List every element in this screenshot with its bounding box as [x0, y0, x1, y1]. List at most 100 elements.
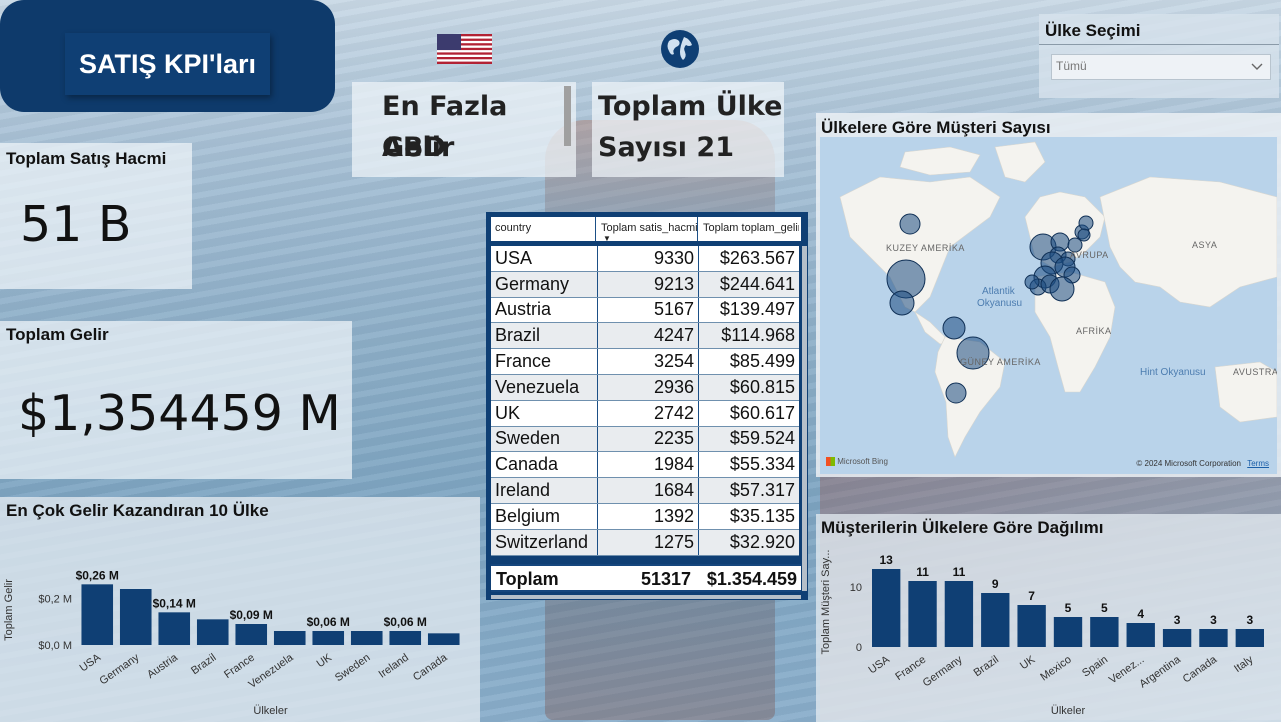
- sort-desc-icon: ▼: [603, 234, 611, 243]
- bar-venez[interactable]: [1126, 623, 1155, 647]
- table-row[interactable]: UK 2742 $60.617: [491, 400, 799, 427]
- data-label: $0,06 M: [307, 615, 350, 629]
- x-axis-title: Ülkeler: [253, 705, 288, 717]
- revenue-cell: $59.524: [698, 426, 799, 453]
- x-tick-label: UK: [315, 651, 335, 670]
- column-header-country[interactable]: country: [495, 222, 532, 234]
- map-bubble[interactable]: [1049, 276, 1075, 302]
- column-header-volume[interactable]: Toplam satis_hacmi: [601, 222, 698, 234]
- chevron-down-icon: [1250, 58, 1264, 72]
- bar-spain[interactable]: [1090, 617, 1119, 647]
- table-row[interactable]: Belgium 1392 $35.135: [491, 503, 799, 530]
- map-bubble[interactable]: [899, 213, 921, 235]
- country-table: country Toplam satis_hacmi ▼ Toplam topl…: [486, 212, 808, 600]
- bar-france[interactable]: [908, 581, 937, 647]
- bar-sweden[interactable]: [350, 631, 383, 645]
- table-row[interactable]: Canada 1984 $55.334: [491, 451, 799, 479]
- map-bubble[interactable]: [1024, 274, 1040, 290]
- page-title: SATIŞ KPI'ları: [65, 33, 270, 95]
- table-row[interactable]: Sweden 2235 $59.524: [491, 426, 799, 453]
- volume-cell: 1984: [597, 451, 699, 479]
- data-label: $0,06 M: [384, 615, 427, 629]
- bar-uk[interactable]: [1017, 605, 1046, 647]
- usa-flag-icon: [437, 34, 492, 64]
- revenue-cell: $60.815: [698, 374, 799, 401]
- kpi-revenue-label: Toplam Gelir: [6, 325, 109, 344]
- column-header-revenue[interactable]: Toplam toplam_gelir: [703, 222, 799, 234]
- table-row[interactable]: Austria 5167 $139.497: [491, 297, 799, 324]
- data-label: $0,14 M: [153, 596, 196, 610]
- x-tick-label: Ireland: [377, 652, 411, 681]
- kpi-revenue-card: Toplam Gelir $1,354459 M: [0, 321, 352, 479]
- bubble-map[interactable]: KUZEY AMERİKA AVRUPA ASYA Atlantik Okyan…: [820, 137, 1277, 474]
- volume-cell: 2742: [597, 400, 699, 427]
- country-cell: Ireland: [491, 477, 598, 504]
- bar-usa[interactable]: [872, 569, 901, 647]
- x-tick-label: UK: [1018, 653, 1038, 672]
- data-label: 3: [1174, 613, 1181, 627]
- bing-icon: [826, 457, 835, 467]
- country-filter-value: Tümü: [1056, 59, 1087, 73]
- volume-cell: 9330: [597, 246, 699, 272]
- bar-venezuela[interactable]: [273, 631, 306, 645]
- bar-germany[interactable]: [944, 581, 974, 647]
- bar-brazil[interactable]: [196, 619, 229, 645]
- x-tick-label: Canada: [1181, 653, 1220, 685]
- table-row[interactable]: Brazil 4247 $114.968: [491, 322, 799, 350]
- x-tick-label: Brazil: [189, 652, 218, 678]
- bar-argentina[interactable]: [1162, 629, 1192, 647]
- data-label: 3: [1246, 613, 1253, 627]
- bar-brazil[interactable]: [981, 593, 1010, 647]
- table-row[interactable]: Venezuela 2936 $60.815: [491, 374, 799, 401]
- map-bubble[interactable]: [945, 382, 967, 404]
- total-volume: 51317: [640, 569, 691, 589]
- x-tick-label: Austria: [145, 651, 181, 681]
- table-row[interactable]: Ireland 1684 $57.317: [491, 477, 799, 504]
- top-revenue-line2: ABD: [382, 132, 446, 163]
- revenue-cell: $114.968: [698, 322, 799, 350]
- table-row[interactable]: France 3254 $85.499: [491, 348, 799, 375]
- column-divider: [595, 217, 596, 241]
- table-row[interactable]: Switzerland 1275 $32.920: [491, 529, 799, 556]
- top-revenue-card: En Fazla Gelir ABD: [352, 82, 576, 177]
- bar-austria[interactable]: [158, 612, 191, 645]
- table-horizontal-scrollbar[interactable]: [491, 595, 801, 599]
- total-revenue: $1.354.459: [706, 569, 797, 589]
- table-row[interactable]: USA 9330 $263.567: [491, 246, 799, 272]
- x-axis-title: Ülkeler: [1051, 705, 1086, 717]
- table-row[interactable]: Germany 9213 $244.641: [491, 271, 799, 298]
- bar-uk[interactable]: [312, 631, 345, 645]
- x-tick-label: Argentina: [1137, 653, 1183, 690]
- map-bubble[interactable]: [1067, 237, 1083, 253]
- table-rows: USA 9330 $263.567 Germany 9213 $244.641 Austri…: [491, 246, 799, 556]
- map-bubble[interactable]: [956, 336, 990, 370]
- top-revenue-line1: En Fazla Gelir: [382, 91, 508, 163]
- bar-italy[interactable]: [1235, 629, 1264, 647]
- header-banner: SATIŞ KPI'ları: [0, 0, 335, 112]
- map-bubble[interactable]: [889, 290, 915, 316]
- bar-france[interactable]: [235, 624, 268, 645]
- map-bubble[interactable]: [1077, 228, 1091, 242]
- x-tick-label: USA: [866, 653, 892, 676]
- map-label-north-america: KUZEY AMERİKA: [886, 243, 965, 253]
- map-bubble[interactable]: [942, 316, 966, 340]
- bar-ireland[interactable]: [389, 631, 422, 645]
- y-tick-label: 0: [856, 642, 862, 654]
- revenue-cell: $35.135: [698, 503, 799, 530]
- country-filter-dropdown[interactable]: Tümü: [1051, 54, 1271, 80]
- country-cell: Switzerland: [491, 529, 598, 556]
- bar-canada[interactable]: [427, 633, 460, 645]
- bar-germany[interactable]: [119, 589, 152, 645]
- map-title: Ülkelere Göre Müşteri Sayısı: [821, 118, 1051, 137]
- data-label: 11: [953, 565, 966, 579]
- table-vertical-scrollbar[interactable]: [802, 246, 807, 591]
- map-terms-link[interactable]: Terms: [1247, 459, 1269, 468]
- map-label-indian-ocean: Hint Okyanusu: [1140, 367, 1206, 378]
- bar-mexico[interactable]: [1053, 617, 1083, 647]
- bar-canada[interactable]: [1199, 629, 1228, 647]
- total-label: Toplam: [496, 569, 559, 589]
- country-cell: Venezuela: [491, 374, 598, 401]
- y-tick-label: 10: [850, 582, 862, 594]
- card-scrollbar[interactable]: [564, 86, 571, 146]
- bar-usa[interactable]: [81, 584, 114, 645]
